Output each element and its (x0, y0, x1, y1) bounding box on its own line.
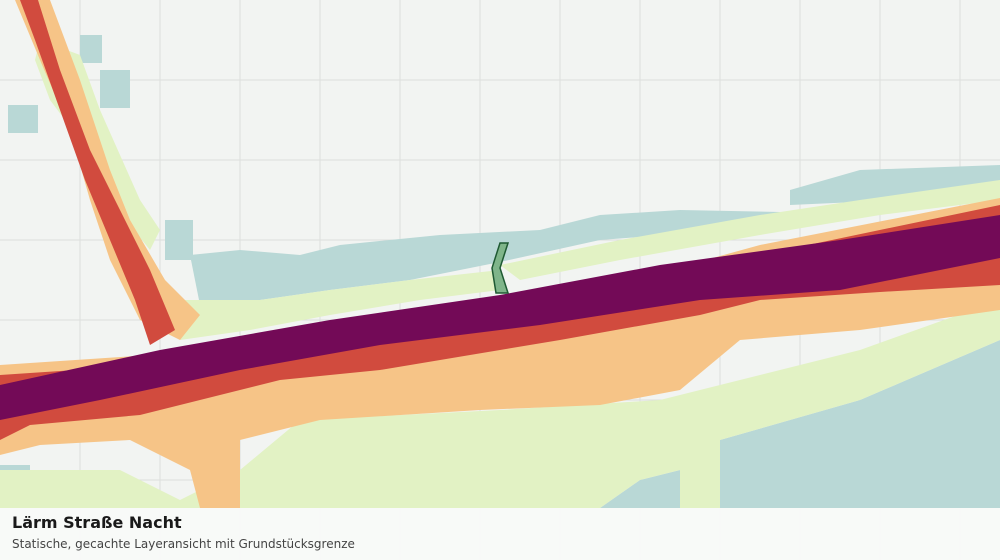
parcel-boundary[interactable] (491, 242, 510, 294)
legend-panel: Lärm Straße Nacht Statische, gecachte La… (0, 508, 1000, 560)
noise-level-5 (0, 215, 1000, 420)
layer-subtitle: Statische, gecachte Layeransicht mit Gru… (12, 537, 355, 551)
layer-title: Lärm Straße Nacht (12, 513, 182, 532)
